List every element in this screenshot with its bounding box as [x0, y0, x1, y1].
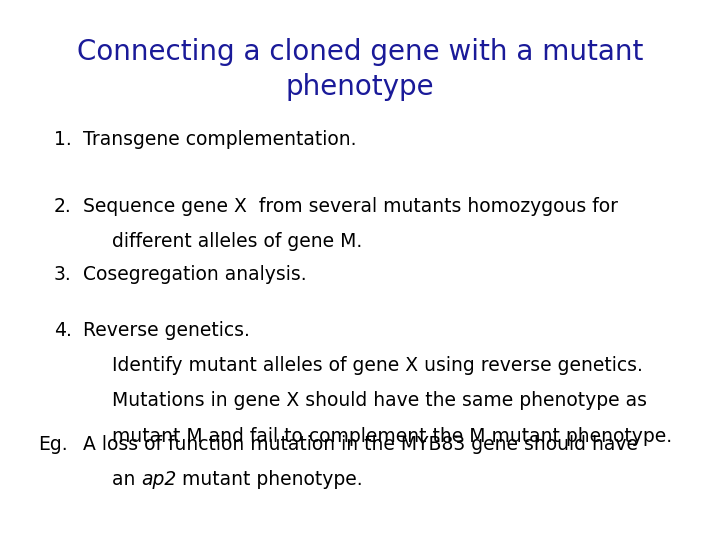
Text: A loss of function mutation in the MYB83 gene should have: A loss of function mutation in the MYB83… — [83, 435, 638, 454]
Text: Cosegregation analysis.: Cosegregation analysis. — [83, 265, 307, 284]
Text: Connecting a cloned gene with a mutant
phenotype: Connecting a cloned gene with a mutant p… — [77, 38, 643, 102]
Text: an: an — [112, 470, 141, 489]
Text: different alleles of gene M.: different alleles of gene M. — [112, 232, 362, 251]
Text: Identify mutant alleles of gene X using reverse genetics.: Identify mutant alleles of gene X using … — [112, 356, 642, 375]
Text: 4.: 4. — [54, 321, 72, 340]
Text: Mutations in gene X should have the same phenotype as: Mutations in gene X should have the same… — [112, 392, 647, 410]
Text: Transgene complementation.: Transgene complementation. — [83, 130, 356, 148]
Text: mutant phenotype.: mutant phenotype. — [176, 470, 363, 489]
Text: mutant M and fail to complement the M mutant phenotype.: mutant M and fail to complement the M mu… — [112, 427, 672, 446]
Text: Sequence gene X  from several mutants homozygous for: Sequence gene X from several mutants hom… — [83, 197, 618, 216]
Text: Eg.: Eg. — [38, 435, 68, 454]
Text: ap2: ap2 — [141, 470, 176, 489]
Text: 2.: 2. — [54, 197, 72, 216]
Text: 3.: 3. — [54, 265, 72, 284]
Text: 1.: 1. — [54, 130, 72, 148]
Text: Reverse genetics.: Reverse genetics. — [83, 321, 250, 340]
